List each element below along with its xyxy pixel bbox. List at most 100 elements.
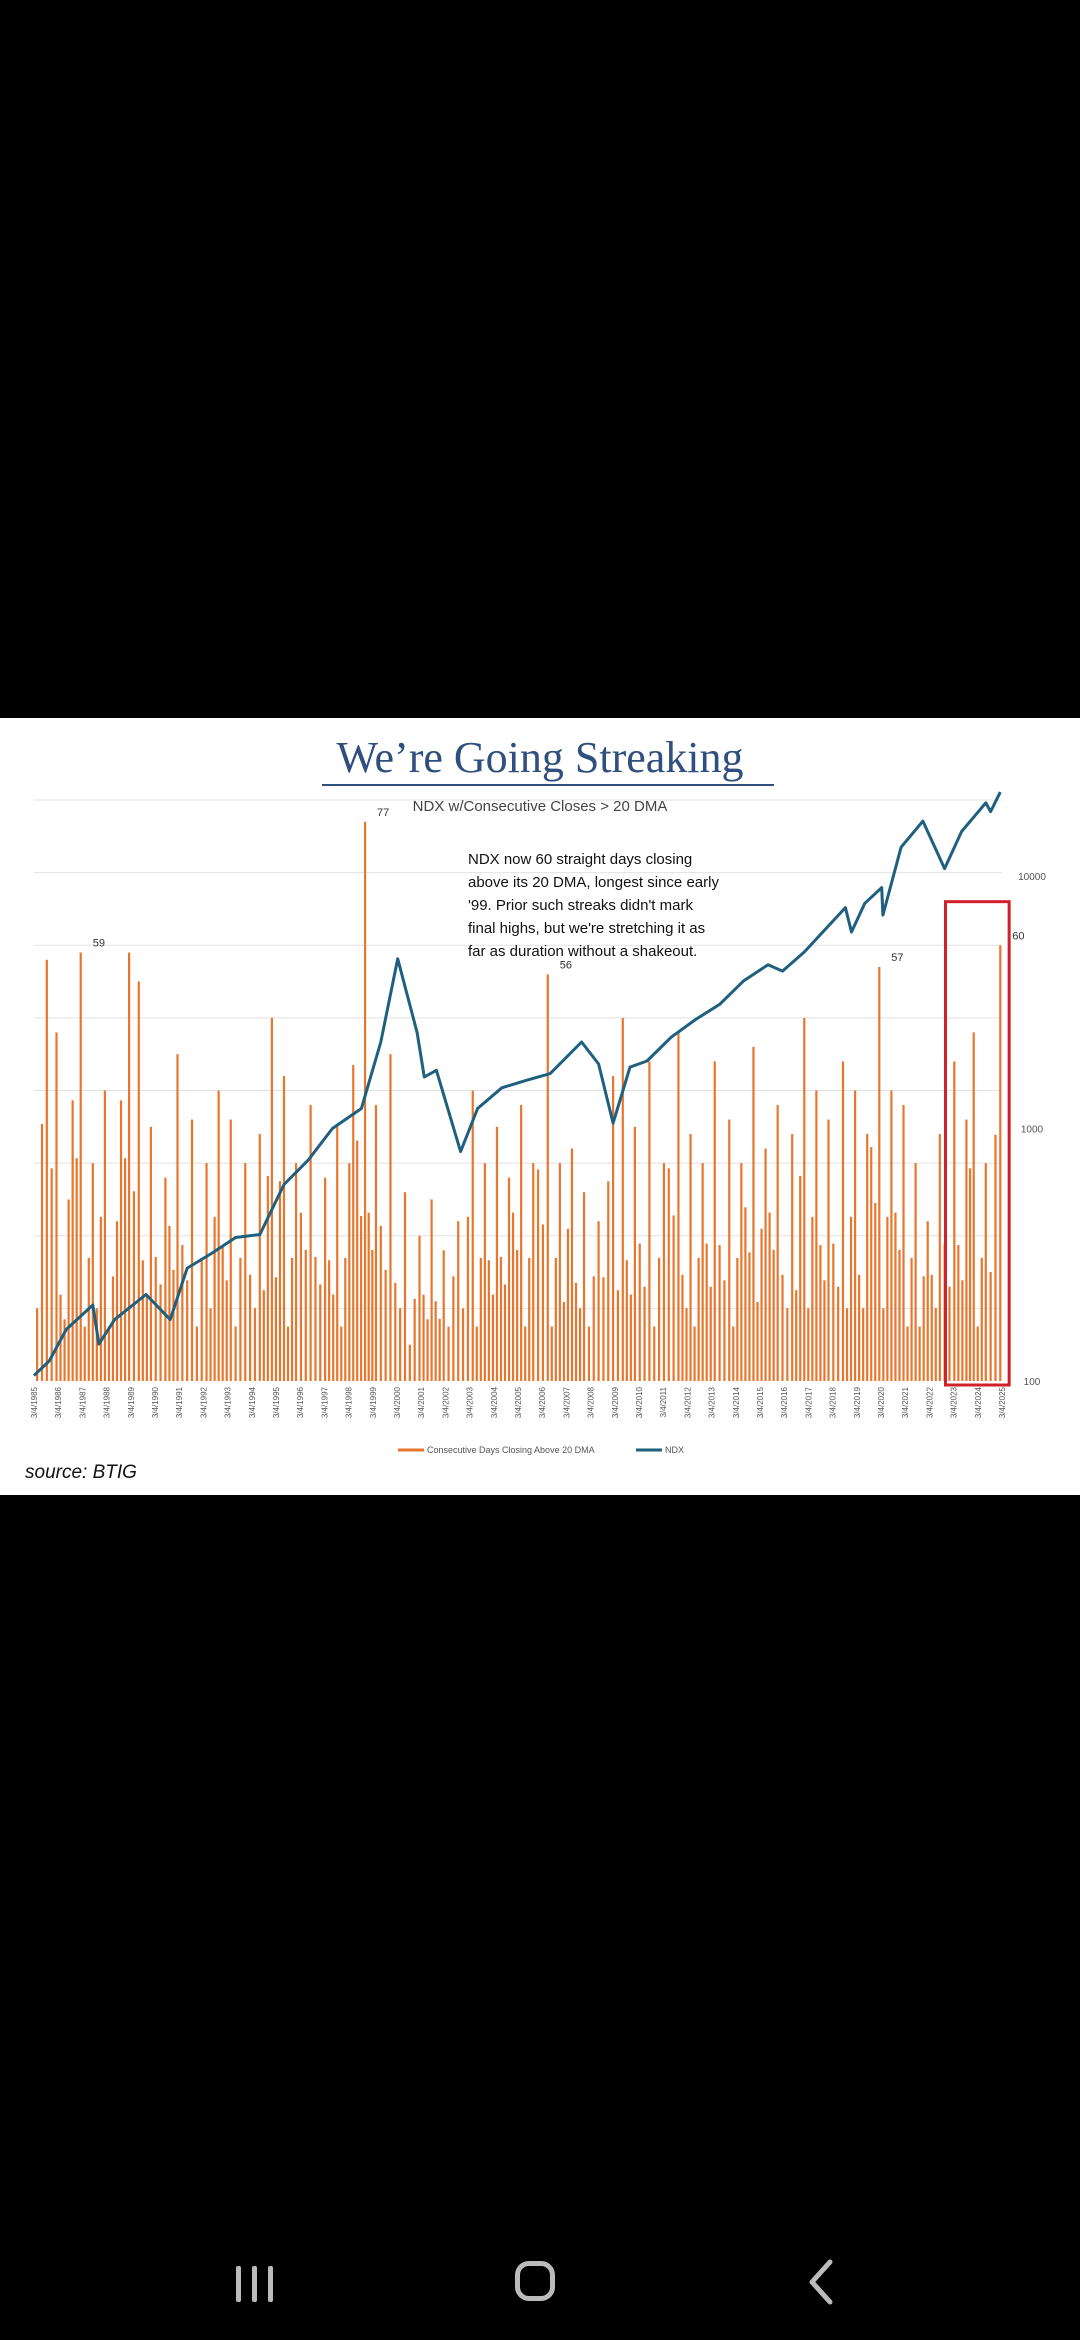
streak-bar [324,1177,327,1381]
streak-bar [442,1250,445,1381]
streak-bar [403,1192,407,1381]
back-icon [809,2259,833,2305]
x-tick-label: 3/4/2019 [853,1386,862,1418]
streak-bar [422,1294,425,1381]
streak-bar [348,1163,351,1381]
x-tick-label: 3/4/2025 [998,1386,1007,1418]
x-tick-label: 3/4/2014 [732,1386,741,1418]
streak-bar [426,1319,429,1381]
streak-bar [910,1257,913,1381]
streak-bar [225,1280,228,1381]
streak-bar [274,1277,278,1381]
x-tick-label: 3/4/2008 [587,1386,596,1418]
streak-bar [266,1175,269,1381]
y-right-tick-label: 1000 [1021,1125,1044,1136]
streak-bar [578,1308,582,1381]
streak-bar [854,1090,857,1381]
streak-bar [234,1326,237,1381]
streak-bar [795,1290,798,1381]
streak-bar [953,1061,956,1381]
streak-bar [957,1245,960,1381]
streak-bar [764,1148,767,1381]
streak-bar [760,1228,763,1381]
streak-bar [340,1326,343,1381]
streak-bar [186,1280,189,1381]
streak-bar [633,1126,636,1381]
chart-image: 59 77 56 57 60 10000 1000 100 3/4/1985 3/4/1986 3/… [0,718,1080,1495]
streak-bar [570,1148,574,1381]
streak-bar [554,1257,557,1381]
streak-bar [452,1276,455,1381]
streak-bar [371,1249,374,1381]
streak-bar [299,1212,303,1381]
streak-bar [532,1163,535,1381]
x-tick-label: 3/4/2020 [877,1386,886,1418]
streak-bar [447,1326,450,1381]
streak-bar [672,1215,675,1381]
streak-bar [221,1245,224,1381]
streak-bar [67,1199,70,1381]
streak-bar [681,1274,684,1381]
streak-bar [629,1294,632,1381]
streak-bar [832,1243,835,1381]
x-tick-label: 3/4/1990 [151,1386,160,1418]
streak-bar [87,1257,90,1381]
streak-bar [562,1301,565,1381]
streak-bar [328,1260,331,1381]
streak-bar [159,1284,162,1381]
chart-subtitle: NDX w/Consecutive Closes > 20 DMA [412,798,668,815]
streak-bar [786,1308,789,1381]
home-button[interactable] [498,2252,578,2312]
streak-bar [701,1163,704,1381]
x-tick-label: 3/4/2004 [490,1386,499,1418]
navigation-bar [0,2230,1080,2340]
streak-bar [352,1065,355,1381]
x-tick-label: 3/4/1996 [296,1386,305,1418]
streak-bar [980,1257,983,1381]
streak-bar [709,1286,712,1381]
streak-bar [989,1272,992,1381]
streak-bar [643,1286,646,1381]
streak-bar [471,1090,474,1381]
streak-bar [550,1326,553,1381]
streak-bar [141,1260,144,1381]
streak-bar [304,1249,307,1381]
streak-bar [902,1105,905,1381]
streak-bar [520,1105,523,1381]
recent-apps-button[interactable] [216,2252,296,2312]
streak-bar [374,1105,378,1381]
streak-bar [278,1181,282,1381]
streak-bar [807,1308,810,1381]
streak-bar [592,1276,595,1381]
x-tick-label: 3/4/1992 [199,1386,208,1418]
streak-bar [723,1280,726,1381]
x-tick-label: 3/4/2015 [756,1386,765,1418]
x-tick-label: 3/4/2000 [393,1386,402,1418]
streak-bar [286,1326,290,1381]
streak-bar [294,1163,298,1381]
streak-bar [546,974,549,1381]
streak-bar [479,1257,482,1381]
streak-bar [195,1326,198,1381]
streak-bar [438,1318,441,1381]
streak-bar [803,1017,806,1381]
streak-bar [200,1257,203,1381]
streak-bar [55,1032,58,1381]
back-button[interactable] [780,2252,860,2312]
streak-bar [689,1134,692,1381]
x-tick-label: 3/4/2016 [780,1386,789,1418]
streak-bar [503,1284,507,1381]
x-tick-label: 3/4/1997 [320,1386,329,1418]
streak-bar [282,1075,286,1381]
streak-bar [858,1274,861,1381]
streak-bar [582,1192,586,1381]
streak-bar [748,1252,751,1381]
x-tick-label: 3/4/2001 [417,1386,426,1418]
streak-bar [71,1100,74,1381]
streak-bar [483,1163,486,1381]
streak-bar [176,1054,179,1381]
streak-bar [103,1090,107,1381]
streak-bar [621,1017,624,1381]
streak-bar [894,1212,897,1381]
streak-bar [697,1257,700,1381]
